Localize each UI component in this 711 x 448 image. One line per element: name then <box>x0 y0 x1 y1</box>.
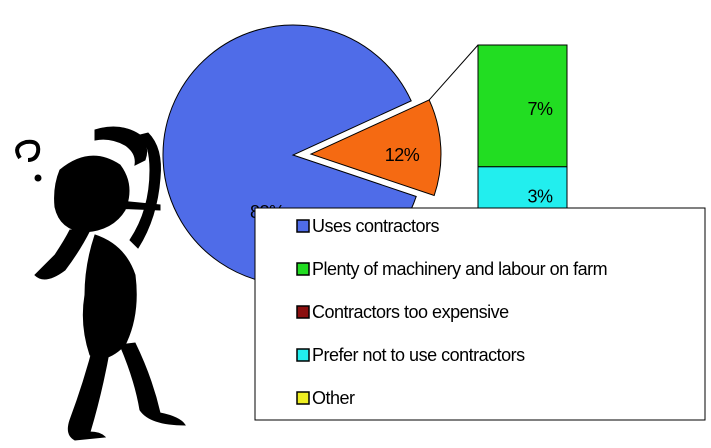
legend-frame <box>254 207 706 421</box>
bar-segment <box>477 44 568 168</box>
legend-swatch <box>296 305 310 319</box>
legend-swatch <box>296 219 310 233</box>
connector <box>428 44 479 101</box>
thinking-figure <box>15 126 186 441</box>
legend-swatch <box>296 262 310 276</box>
data-label: 12% <box>385 145 420 165</box>
legend-label: Contractors too expensive <box>312 302 509 322</box>
legend: Uses contractors Plenty of machinery and … <box>254 207 706 421</box>
data-label: 3% <box>527 187 553 207</box>
legend-label: Prefer not to use contractors <box>312 345 525 365</box>
legend-label: Other <box>312 388 355 408</box>
pie-slice <box>309 99 442 197</box>
legend-swatch <box>296 348 310 362</box>
legend-label: Plenty of machinery and labour on farm <box>312 259 607 279</box>
legend-swatch <box>296 391 310 405</box>
legend-label: Uses contractors <box>312 216 440 236</box>
data-label: 7% <box>527 99 553 119</box>
